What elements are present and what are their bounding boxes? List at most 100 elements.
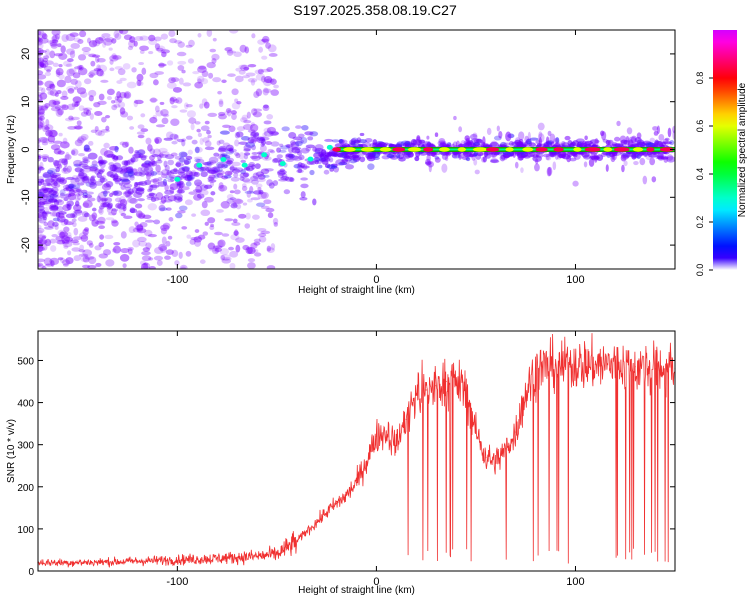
ridge-blob [100,160,107,165]
ridge-blob [38,217,47,224]
noise-blob [78,64,84,71]
noise-blob [50,106,61,112]
noise-blob [142,262,151,269]
noise-blob [153,79,159,86]
noise-blob [149,116,158,124]
colorbar-label: Normalized spectral amplitude [737,82,748,217]
plume-blob [627,139,634,148]
ridge-blob [467,141,473,149]
ridge-blob [225,149,235,155]
noise-blob [39,120,45,128]
noise-blob [229,262,236,269]
bottom-y-tick-label: 200 [17,483,34,494]
noise-blob [111,248,117,253]
noise-blob [228,246,235,251]
ridge-blob [483,152,494,156]
plume-blob [593,152,598,163]
snr-point [654,368,656,370]
noise-blob [149,72,159,79]
noise-blob [139,35,149,41]
noise-blob [38,41,44,50]
ridge-blob [149,148,156,155]
noise-blob [38,108,46,115]
ridge-blob [87,178,97,186]
ridge-blob [268,182,275,189]
noise-blob [185,44,193,48]
noise-blob [38,47,42,53]
noise-blob [77,216,88,222]
noise-blob [197,65,207,74]
plume-blob [619,135,627,144]
ridge-peak [457,147,467,152]
ridge-blob [221,163,228,169]
noise-blob [160,227,168,235]
noise-blob [208,72,214,79]
ridge-blob [106,153,116,158]
noise-blob [45,130,53,137]
noise-blob [263,127,272,134]
ridge-blob [230,203,238,209]
ridge-blob [200,171,208,178]
noise-blob [98,196,104,204]
noise-blob [65,220,75,226]
noise-blob [206,30,213,37]
noise-blob [202,137,210,143]
noise-blob [251,136,257,144]
noise-blob [244,46,250,54]
plume-blob [514,161,519,169]
ridge-blob [279,149,287,153]
plume-blob [653,130,659,136]
noise-blob [261,55,268,60]
noise-blob [247,247,256,255]
ridge-blob [73,163,82,168]
ridge-blob [210,169,217,175]
ridge-blob [321,151,331,158]
ridge-blob [82,156,89,161]
noise-blob [71,102,76,108]
noise-blob [38,30,44,36]
noise-blob [120,248,130,254]
noise-blob [160,196,167,204]
noise-blob [127,45,134,51]
noise-blob [117,101,126,109]
noise-blob [38,47,44,55]
ridge-blob [114,179,120,185]
noise-blob [159,151,170,157]
ridge-blob [476,151,484,157]
ridge-blob [65,176,75,181]
noise-blob [47,90,55,96]
plume-blob [623,160,628,167]
ridge-blob [332,153,342,158]
noise-blob [98,242,105,248]
ridge-blob [82,175,90,181]
noise-blob [258,235,267,243]
ridge-blob [280,145,290,150]
top-x-tick-label: -100 [166,274,188,286]
noise-blob [159,152,164,158]
snr-point [554,364,557,366]
plume-blob [672,130,675,140]
noise-blob [38,237,43,244]
ridge-blob [174,155,182,160]
noise-blob [38,36,41,43]
ridge-blob [284,176,294,182]
ridge-blob [156,171,164,176]
plume-blob [658,133,665,141]
noise-blob [38,121,44,129]
ridge-spot [196,162,203,168]
noise-blob [119,77,127,82]
noise-blob [134,99,144,105]
snr-point [495,460,497,463]
noise-blob [44,238,52,247]
plume-blob [524,135,529,144]
ridge-blob [407,151,414,158]
colorbar-tick-label: 0.0 [695,264,705,277]
noise-blob [132,227,140,233]
noise-blob [155,192,164,201]
noise-blob [55,33,61,40]
bottom-y-tick-label: 400 [17,399,34,410]
ridge-blob [103,182,110,188]
ridge-blob [158,204,166,212]
noise-blob [88,74,94,78]
ridge-peak [472,147,488,152]
